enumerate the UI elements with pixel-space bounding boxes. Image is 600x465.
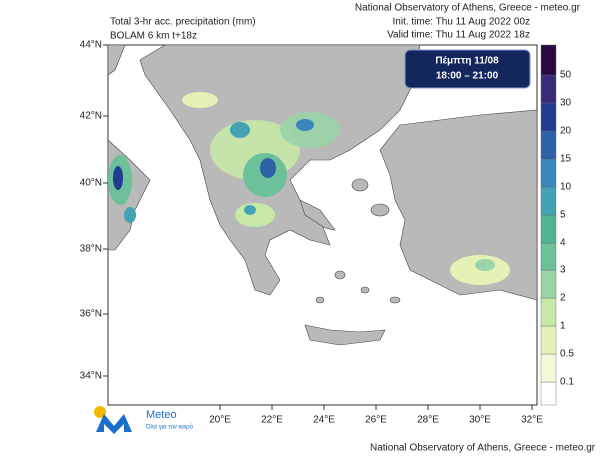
date-box: Πέμπτη 11/08 18:00 – 21:00 — [404, 49, 531, 89]
colorbar-segment — [540, 130, 557, 160]
source: National Observatory of Athens, Greece -… — [355, 3, 581, 14]
colorbar-label: 30 — [560, 98, 572, 109]
colorbar-segment — [540, 186, 557, 216]
valid-time: Valid time: Thu 11 Aug 2022 18z — [387, 30, 530, 41]
date-day: Πέμπτη 11/08 — [435, 56, 499, 67]
precipitation — [108, 92, 510, 285]
colorbar-label: 50 — [560, 70, 572, 81]
lon-label: 32°E — [521, 415, 543, 426]
lat-label: 40°N — [80, 178, 102, 189]
colorbar-label: 10 — [560, 182, 572, 193]
init-time: Init. time: Thu 11 Aug 2022 00z — [393, 17, 531, 28]
colorbar-label: 1 — [560, 321, 566, 332]
colorbar-segment — [540, 297, 557, 327]
colorbar-segment — [540, 158, 557, 188]
colorbar-label: 20 — [560, 126, 572, 137]
lat-label: 36°N — [80, 309, 102, 320]
lat-label: 38°N — [80, 244, 102, 255]
colorbar-label: 3 — [560, 265, 566, 276]
colorbar-label: 0.5 — [560, 349, 574, 360]
colorbar-segment — [540, 381, 557, 406]
lat-label: 44°N — [80, 40, 102, 51]
colorbar-segment — [540, 242, 557, 271]
colorbar-segment — [540, 325, 557, 355]
lat-label: 42°N — [80, 111, 102, 122]
colorbar-segment — [540, 214, 557, 244]
colorbar-label: 0.1 — [560, 377, 574, 388]
colorbar-segment — [540, 102, 557, 132]
colorbar-segment — [540, 269, 557, 299]
date-hours: 18:00 – 21:00 — [436, 71, 499, 82]
lon-label: 28°E — [417, 415, 439, 426]
logo-tagline: Όλα για τον καιρό — [145, 424, 194, 431]
lon-label: 26°E — [365, 415, 387, 426]
lat-label: 34°N — [80, 371, 102, 382]
colorbar-label: 2 — [560, 293, 566, 304]
colorbar-label: 15 — [560, 154, 572, 165]
title: Total 3-hr acc. precipitation (mm) — [110, 17, 256, 28]
colorbar-label: 4 — [560, 238, 566, 249]
colorbar-segment — [540, 74, 557, 104]
lon-label: 30°E — [469, 415, 491, 426]
colorbar-label: 5 — [560, 210, 566, 221]
footer: National Observatory of Athens, Greece -… — [370, 443, 596, 454]
model: BOLAM 6 km t+18z — [110, 31, 197, 42]
logo: Meteo Όλα για τον καιρό — [94, 406, 194, 434]
logo-name: Meteo — [146, 409, 177, 421]
colorbar-segment — [540, 353, 557, 383]
lon-label: 22°E — [261, 415, 283, 426]
lon-label: 24°E — [313, 415, 335, 426]
colorbar-segment — [540, 44, 557, 76]
lon-label: 20°E — [209, 415, 231, 426]
map: Πέμπτη 11/08 18:00 – 21:00 — [107, 44, 538, 406]
